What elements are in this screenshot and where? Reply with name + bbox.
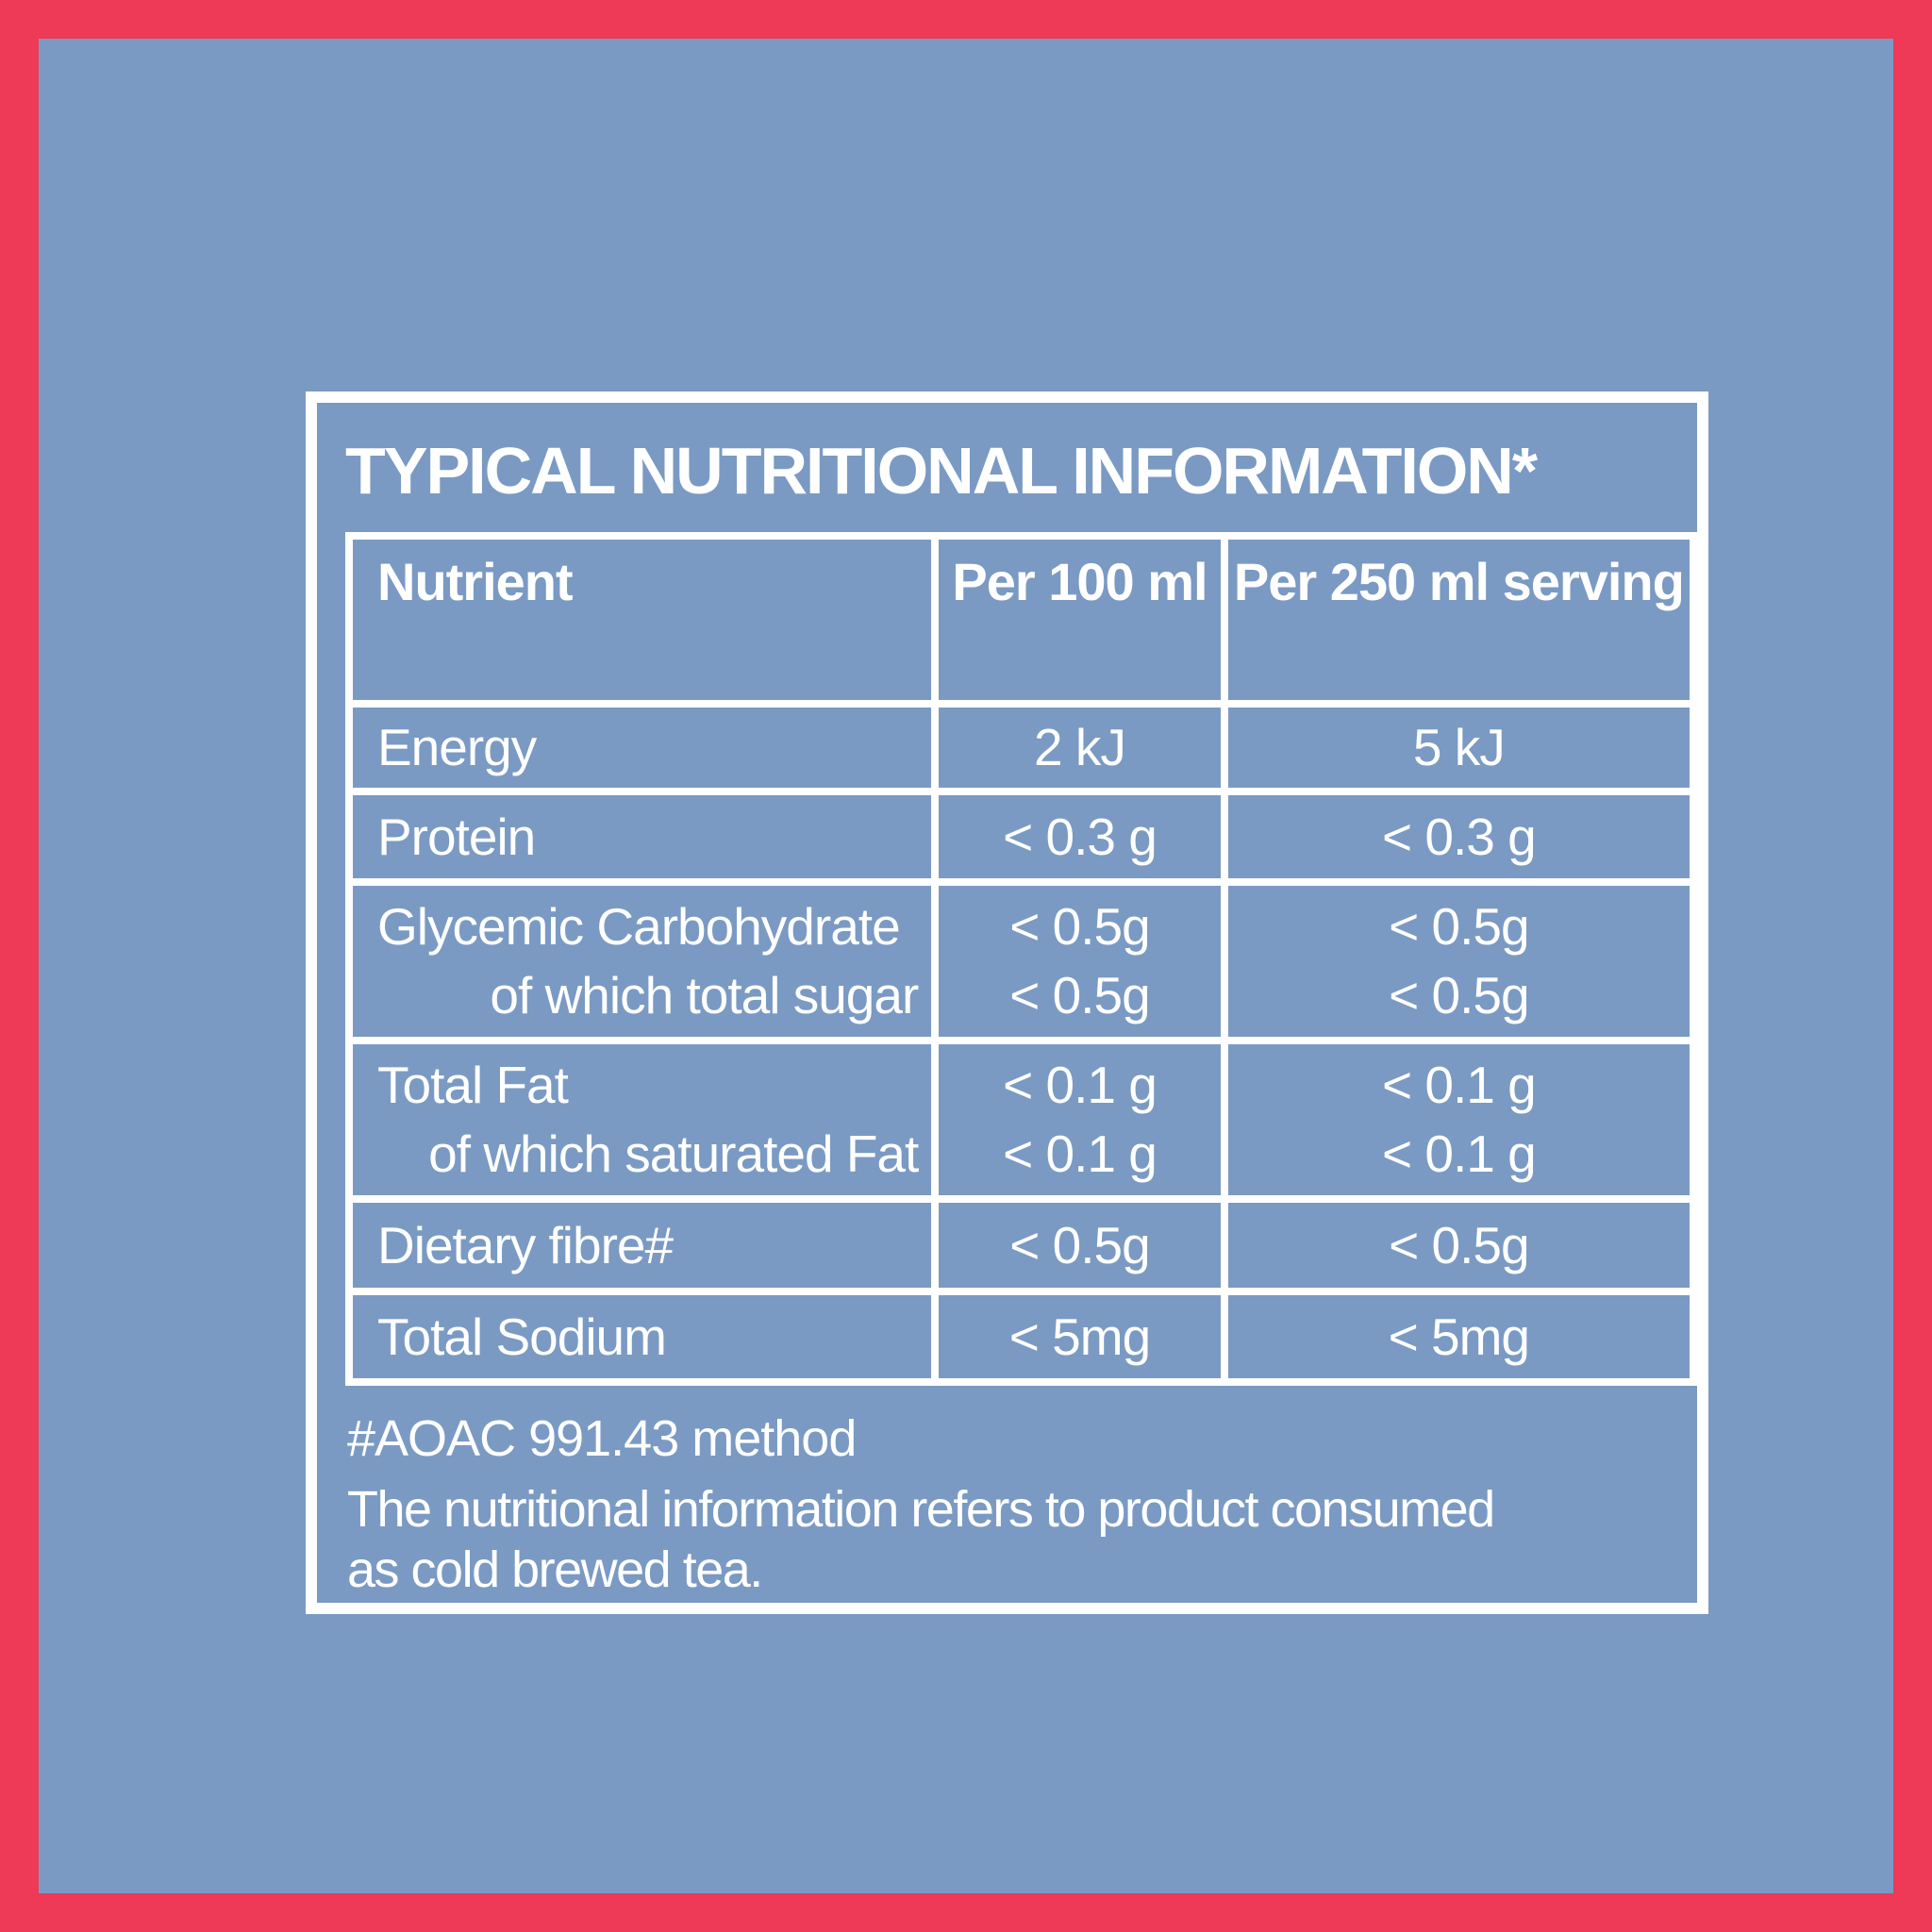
per-100ml-value-cell: < 0.5g	[931, 1195, 1228, 1295]
value-label: < 0.1 g	[1003, 1056, 1158, 1114]
value-label: < 0.3 g	[1381, 807, 1537, 866]
column-header-label: Per 100 ml	[952, 552, 1208, 611]
per-250ml-value-cell: < 0.1 g < 0.1 g	[1220, 1037, 1698, 1203]
nutrient-label: Glycemic Carbohydrate	[377, 897, 901, 956]
value-sublabel: < 0.1 g	[1381, 1124, 1537, 1183]
nutrient-name-cell: Dietary fibre#	[344, 1195, 940, 1295]
nutrition-table: Nutrient Per 100 ml Per 250 ml serving E	[344, 532, 1698, 1386]
value-sublabel: < 0.5g	[1389, 966, 1529, 1024]
column-header-per-100ml: Per 100 ml	[931, 532, 1228, 708]
nutrient-label: Dietary fibre#	[377, 1215, 674, 1274]
column-header-nutrient: Nutrient	[344, 532, 940, 708]
table-row-total-fat: Total Fat of which saturated Fat < 0.1 g…	[344, 1037, 1698, 1203]
per-250ml-value-cell: < 0.5g < 0.5g	[1220, 878, 1698, 1044]
footnote-note-line-1: The nutritional information refers to pr…	[347, 1480, 1495, 1538]
per-100ml-value-cell: < 0.1 g < 0.1 g	[931, 1037, 1228, 1203]
column-header-label: Nutrient	[377, 552, 574, 611]
table-row-protein: Protein < 0.3 g < 0.3 g	[344, 788, 1698, 886]
nutrient-label: Protein	[377, 807, 536, 866]
value-label: < 0.5g	[1009, 1215, 1150, 1274]
table-header-row: Nutrient Per 100 ml Per 250 ml serving	[344, 532, 1698, 708]
per-100ml-value-cell: 2 kJ	[931, 700, 1228, 795]
value-label: < 0.1 g	[1381, 1056, 1537, 1114]
per-100ml-value-cell: < 0.5g < 0.5g	[931, 878, 1228, 1044]
footnotes: #AOAC 991.43 method The nutritional info…	[345, 1408, 1697, 1600]
nutrient-label: Energy	[377, 718, 537, 776]
per-250ml-value-cell: < 0.3 g	[1220, 788, 1698, 886]
table-row-dietary-fibre: Dietary fibre# < 0.5g < 0.5g	[344, 1195, 1698, 1295]
value-sublabel: < 0.1 g	[1003, 1124, 1158, 1183]
nutrient-sublabel: of which total sugar	[490, 966, 919, 1024]
table-row-total-sodium: Total Sodium < 5mg < 5mg	[344, 1288, 1698, 1386]
value-label: < 5mg	[1388, 1307, 1530, 1366]
nutrition-info-box: TYPICAL NUTRITIONAL INFORMATION* Nutrien…	[306, 391, 1708, 1614]
value-label: 2 kJ	[1034, 718, 1126, 776]
nutrient-name-cell: Protein	[344, 788, 940, 886]
per-100ml-value-cell: < 5mg	[931, 1288, 1228, 1386]
nutrient-label: Total Fat	[377, 1056, 569, 1114]
footnote-method: #AOAC 991.43 method	[347, 1410, 857, 1467]
per-250ml-value-cell: < 0.5g	[1220, 1195, 1698, 1295]
value-label: < 5mg	[1008, 1307, 1151, 1366]
per-100ml-value-cell: < 0.3 g	[931, 788, 1228, 886]
nutrient-label: Total Sodium	[377, 1307, 667, 1366]
nutrient-name-cell: Glycemic Carbohydrate of which total sug…	[344, 878, 940, 1044]
nutrient-name-cell: Total Fat of which saturated Fat	[344, 1037, 940, 1203]
column-header-per-250ml-serving: Per 250 ml serving	[1220, 532, 1698, 708]
nutrient-name-cell: Energy	[344, 700, 940, 795]
table-row-glycemic-carbohydrate: Glycemic Carbohydrate of which total sug…	[344, 878, 1698, 1044]
column-header-label: Per 250 ml serving	[1233, 552, 1685, 611]
nutrient-name-cell: Total Sodium	[344, 1288, 940, 1386]
per-250ml-value-cell: < 5mg	[1220, 1288, 1698, 1386]
value-label: 5 kJ	[1412, 718, 1506, 776]
table-row-energy: Energy 2 kJ 5 kJ	[344, 700, 1698, 795]
footnote-note-line-2: as cold brewed tea.	[347, 1541, 763, 1598]
nutrient-sublabel: of which saturated Fat	[428, 1124, 919, 1183]
value-label: < 0.3 g	[1003, 807, 1158, 866]
value-label: < 0.5g	[1389, 1215, 1529, 1274]
per-250ml-value-cell: 5 kJ	[1220, 700, 1698, 795]
value-sublabel: < 0.5g	[1009, 966, 1150, 1024]
value-label: < 0.5g	[1389, 897, 1529, 956]
panel-title: TYPICAL NUTRITIONAL INFORMATION*	[345, 434, 1538, 508]
label-panel: TYPICAL NUTRITIONAL INFORMATION* Nutrien…	[39, 39, 1893, 1893]
value-label: < 0.5g	[1009, 897, 1150, 956]
